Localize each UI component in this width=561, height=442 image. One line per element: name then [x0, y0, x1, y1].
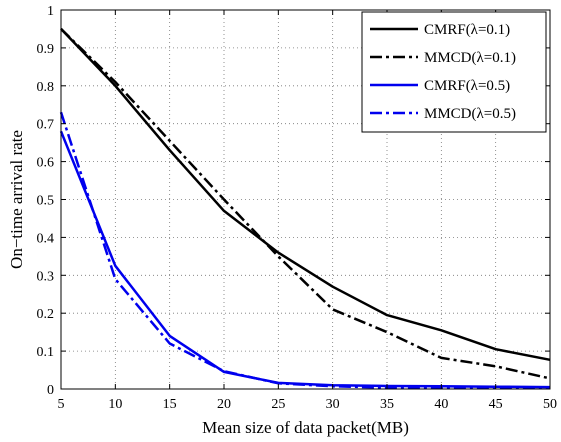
x-tick-label: 25 — [271, 397, 285, 412]
x-tick-label: 50 — [543, 397, 557, 412]
legend-label: MMCD(λ=0.5) — [424, 106, 516, 122]
y-tick-label: 0.6 — [37, 156, 55, 171]
legend-label: MMCD(λ=0.1) — [424, 50, 516, 66]
x-tick-label: 30 — [326, 397, 340, 412]
series-line-4 — [59, 111, 550, 390]
x-tick-label: 15 — [163, 397, 177, 412]
x-tick-label: 45 — [489, 397, 503, 412]
x-tick-label: 35 — [380, 397, 394, 412]
x-tick-label: 40 — [434, 397, 448, 412]
y-tick-label: 0 — [47, 383, 54, 398]
axis-ticks: 5 10 15 20 25 30 35 40 45 50 0 0.1 0.2 0.3 0.4 0.5 0.6 0.… — [37, 4, 558, 412]
series-lines — [59, 28, 551, 390]
x-tick-label: 5 — [58, 397, 65, 412]
legend-label: CMRF(λ=0.5) — [424, 78, 510, 94]
y-tick-label: 1 — [47, 4, 54, 19]
legend-label: CMRF(λ=0.1) — [424, 22, 510, 38]
y-tick-label: 0.9 — [37, 42, 55, 57]
series-line-1 — [60, 28, 551, 362]
y-axis-label: On−time arrival rate — [7, 130, 26, 269]
y-tick-label: 0.3 — [37, 269, 55, 284]
x-axis-label: Mean size of data packet(MB) — [202, 418, 409, 437]
y-tick-label: 0.5 — [37, 194, 55, 209]
y-tick-label: 0.1 — [37, 345, 55, 360]
series-line-2 — [60, 28, 551, 380]
legend: CMRF(λ=0.1) MMCD(λ=0.1) CMRF(λ=0.5) MMCD(λ=… — [361, 11, 547, 133]
y-tick-label: 0.8 — [37, 80, 55, 95]
y-tick-label: 0.7 — [37, 118, 55, 133]
legend-box — [361, 11, 547, 133]
y-tick-label: 0.4 — [37, 231, 55, 246]
series-line-3 — [59, 130, 551, 389]
x-tick-label: 20 — [217, 397, 231, 412]
x-tick-label: 10 — [108, 397, 122, 412]
grid-lines — [61, 10, 550, 389]
y-tick-label: 0.2 — [37, 307, 55, 322]
